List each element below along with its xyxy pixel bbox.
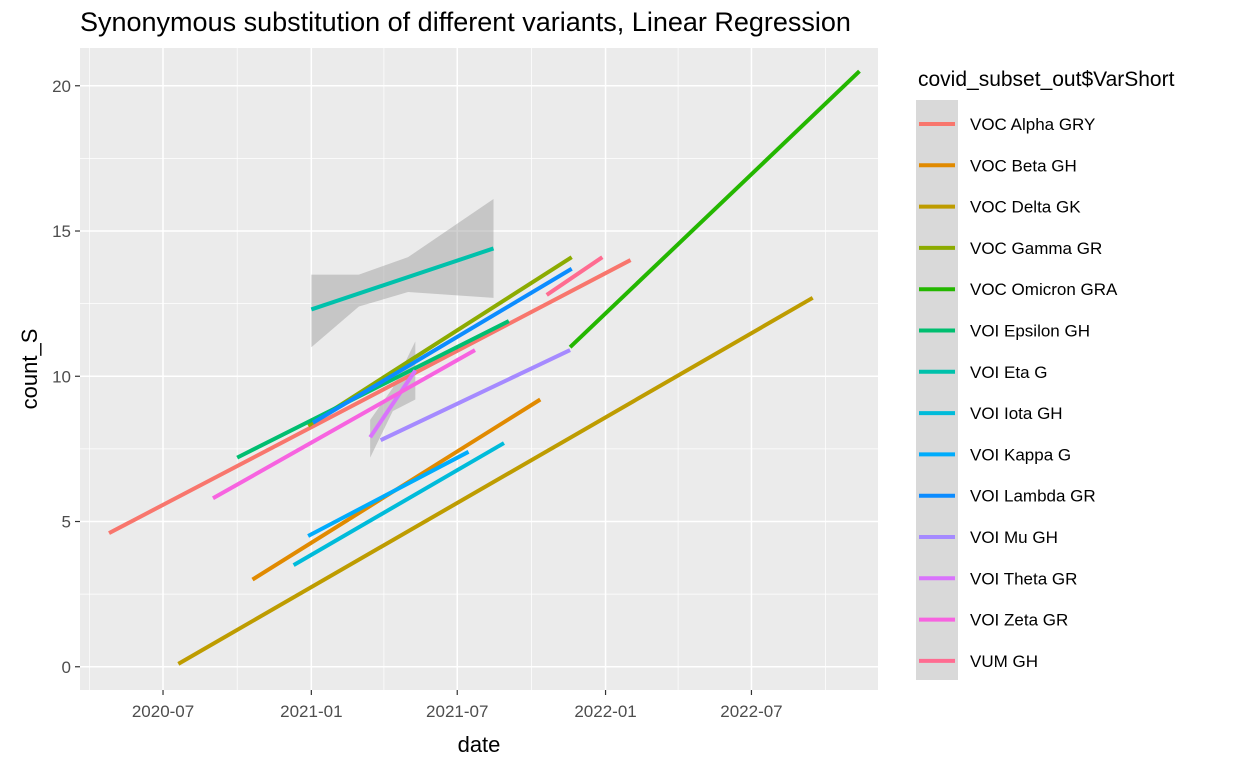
y-tick-label: 10 [52,367,71,386]
series-line [212,348,476,501]
legend-label: VOI Iota GH [970,404,1063,423]
series-line [108,258,632,535]
legend-label: VOC Beta GH [970,156,1077,175]
y-axis-title: count_S [17,329,42,410]
legend-label: VOC Omicron GRA [970,280,1118,299]
legend-label: VOI Zeta GR [970,611,1068,630]
ci-band [311,199,494,348]
series-lines [108,69,861,666]
x-tick-label: 2021-07 [426,702,488,721]
legend-label: VOI Eta G [970,363,1047,382]
series-line [311,267,573,425]
series-line [177,296,814,666]
x-axis-title: date [458,732,501,757]
series-line [545,255,604,297]
legend-label: VOI Lambda GR [970,487,1096,506]
grid-minor [80,48,878,690]
legend-key-background [916,100,958,680]
plot-panel [80,48,878,690]
y-tick-label: 15 [52,222,71,241]
x-tick-label: 2020-07 [132,702,194,721]
legend-label: VOC Delta GK [970,198,1081,217]
legend-label: VUM GH [970,652,1038,671]
series-line [310,246,495,312]
x-tick-label: 2022-01 [574,702,636,721]
chart-title: Synonymous substitution of different var… [80,7,851,37]
legend-label: VOC Gamma GR [970,239,1102,258]
grid-major [80,48,878,690]
legend-label: VOI Theta GR [970,569,1077,588]
x-axis: 2020-07 2021-01 2021-07 2022-01 2022-07 [132,690,783,721]
legend-title: covid_subset_out$VarShort [918,68,1175,91]
legend-label: VOC Alpha GRY [970,115,1095,134]
legend-label: VOI Mu GH [970,528,1058,547]
x-tick-label: 2021-01 [280,702,342,721]
x-tick-label: 2022-07 [720,702,782,721]
legend-label: VOI Epsilon GH [970,322,1090,341]
series-line [307,450,470,538]
series-line [568,69,861,349]
legend-label: VOI Kappa G [970,445,1071,464]
legend: covid_subset_out$VarShort VOC Alpha GRYV… [916,68,1175,680]
y-tick-label: 0 [62,658,71,677]
series-line [292,441,505,567]
legend-items: VOC Alpha GRY VOC Beta GH VOC Delta GK VOC … [919,115,1118,671]
y-axis: 0 5 10 15 20 [52,77,80,677]
y-tick-label: 20 [52,77,71,96]
y-tick-label: 5 [62,513,71,532]
series-line [368,369,417,439]
series-line [379,348,571,442]
